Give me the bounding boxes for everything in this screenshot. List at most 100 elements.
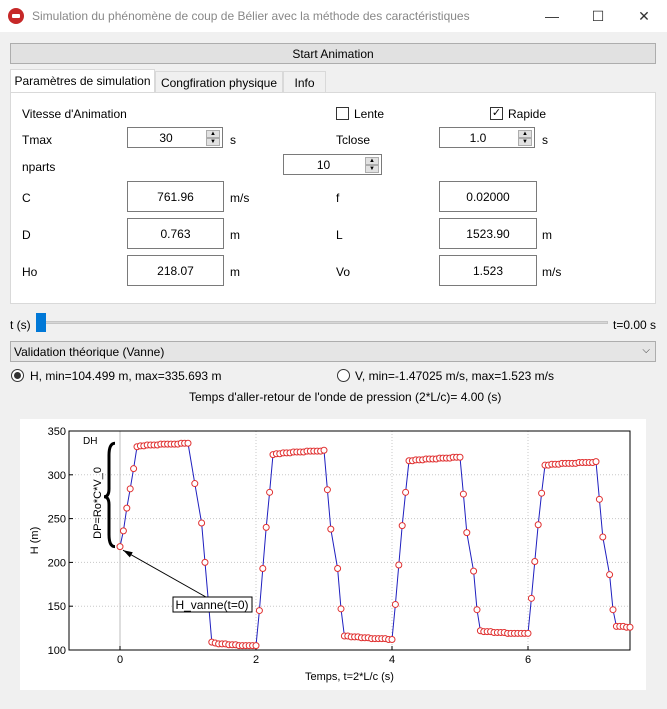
chart-area: 0 2 4 6 100 150 200 250 300 350 Temps, t=2*L/c (s)… — [20, 419, 646, 690]
c-label: C — [22, 191, 31, 205]
c-field[interactable]: 761.96 — [127, 181, 224, 212]
validation-combo[interactable]: Validation théorique (Vanne) ⌵ — [10, 341, 656, 362]
radio-h-label: H, min=104.499 m, max=335.693 m — [30, 369, 222, 383]
parameters-panel: Vitesse d'Animation Lente ✓ Rapide Tmax … — [10, 92, 656, 304]
tab-configuration[interactable]: Congfiration physique — [155, 71, 283, 93]
data-point — [259, 565, 267, 573]
tmax-unit: s — [230, 133, 236, 147]
data-point — [126, 485, 134, 493]
data-point — [184, 439, 192, 447]
data-point — [463, 529, 471, 537]
data-point — [402, 488, 410, 496]
nparts-spinbox[interactable]: 10 ▲ ▼ — [283, 154, 382, 175]
data-point — [470, 567, 478, 575]
vo-unit: m/s — [542, 265, 562, 279]
chevron-down-icon: ⌵ — [642, 345, 650, 356]
y-tick-label: 250 — [48, 514, 66, 526]
series-line — [119, 442, 630, 647]
data-point — [524, 629, 532, 637]
data-point — [395, 561, 403, 569]
data-point — [130, 465, 138, 473]
data-point — [201, 558, 209, 566]
l-field[interactable]: 1523.90 — [439, 218, 537, 249]
minimize-button[interactable]: — — [545, 8, 559, 24]
f-label: f — [336, 191, 340, 205]
d-field[interactable]: 0.763 — [127, 218, 224, 249]
time-slider-label: t (s) — [10, 318, 31, 332]
nparts-value: 10 — [316, 157, 331, 172]
data-point — [116, 543, 124, 551]
data-point — [327, 525, 335, 533]
nparts-up-icon[interactable]: ▲ — [365, 157, 379, 165]
y-tick-label: 150 — [48, 601, 66, 613]
annotation-arrow-head — [123, 550, 133, 558]
vitesse-label: Vitesse d'Animation — [22, 107, 127, 121]
y-tick-label: 200 — [48, 557, 66, 569]
app-icon — [8, 8, 24, 24]
maximize-button[interactable]: ☐ — [591, 7, 605, 24]
tclose-unit: s — [542, 133, 548, 147]
data-point — [606, 571, 614, 579]
data-point — [388, 635, 396, 643]
start-animation-button[interactable]: Start Animation — [10, 43, 656, 64]
f-field[interactable]: 0.02000 — [439, 181, 537, 212]
vo-field[interactable]: 1.523 — [439, 255, 537, 286]
data-point — [334, 565, 342, 573]
data-point — [323, 486, 331, 494]
data-point — [599, 533, 607, 541]
x-axis-label: Temps, t=2*L/c (s) — [305, 671, 394, 683]
data-point — [191, 480, 199, 488]
data-point — [198, 519, 206, 527]
tmax-down-icon[interactable]: ▼ — [206, 138, 220, 146]
tmax-spinbox[interactable]: 30 ▲ ▼ — [127, 127, 223, 148]
tclose-label: Tclose — [336, 133, 371, 147]
data-point — [595, 495, 603, 503]
info-text: Temps d'aller-retour de l'onde de pressi… — [189, 390, 502, 404]
window-title: Simulation du phénomène de coup de Bélie… — [32, 9, 470, 23]
radio-v[interactable] — [337, 369, 350, 382]
close-button[interactable]: ✕ — [638, 7, 650, 24]
data-point — [391, 600, 399, 608]
data-point — [626, 623, 634, 631]
validation-combo-value: Validation théorique (Vanne) — [14, 344, 165, 359]
data-point — [262, 523, 270, 531]
data-point — [473, 606, 481, 614]
nparts-down-icon[interactable]: ▼ — [365, 165, 379, 173]
ho-field[interactable]: 218.07 — [127, 255, 224, 286]
pressure-chart: 0 2 4 6 100 150 200 250 300 350 Temps, t=2*L/c (s)… — [29, 426, 634, 683]
rapide-label: Rapide — [508, 107, 547, 121]
tab-info[interactable]: Info — [283, 71, 326, 93]
x-tick-label: 2 — [253, 654, 259, 666]
tab-parametres[interactable]: Paramètres de simulation — [10, 69, 155, 92]
radio-v-label: V, min=-1.47025 m/s, max=1.523 m/s — [355, 369, 554, 383]
data-point — [252, 642, 260, 650]
dh-annotation: DH — [83, 436, 97, 447]
d-label: D — [22, 228, 31, 242]
data-point — [398, 522, 406, 530]
lente-checkbox[interactable] — [336, 107, 349, 120]
tclose-up-icon[interactable]: ▲ — [518, 130, 532, 138]
data-point — [266, 488, 274, 496]
tclose-spinbox[interactable]: 1.0 ▲ ▼ — [439, 127, 535, 148]
time-slider-track[interactable] — [36, 321, 608, 324]
x-tick-label: 0 — [117, 654, 123, 666]
ho-label: Ho — [22, 265, 38, 279]
rapide-checkbox[interactable]: ✓ — [490, 107, 503, 120]
y-tick-label: 350 — [48, 426, 66, 438]
data-point — [538, 489, 546, 497]
tmax-up-icon[interactable]: ▲ — [206, 130, 220, 138]
l-label: L — [336, 228, 343, 242]
tmax-value: 30 — [159, 130, 173, 145]
data-point — [609, 606, 617, 614]
annotation-box — [172, 596, 253, 613]
d-unit: m — [230, 228, 240, 242]
tclose-down-icon[interactable]: ▼ — [518, 138, 532, 146]
radio-h[interactable] — [11, 369, 24, 382]
nparts-label: nparts — [22, 160, 56, 174]
vo-label: Vo — [336, 265, 351, 279]
x-tick-label: 4 — [389, 654, 395, 666]
brace-annotation — [103, 441, 116, 549]
time-slider-thumb[interactable] — [36, 313, 46, 332]
ho-unit: m — [230, 265, 240, 279]
dp-annotation: DP=Ro*C*V_0 — [92, 467, 104, 539]
